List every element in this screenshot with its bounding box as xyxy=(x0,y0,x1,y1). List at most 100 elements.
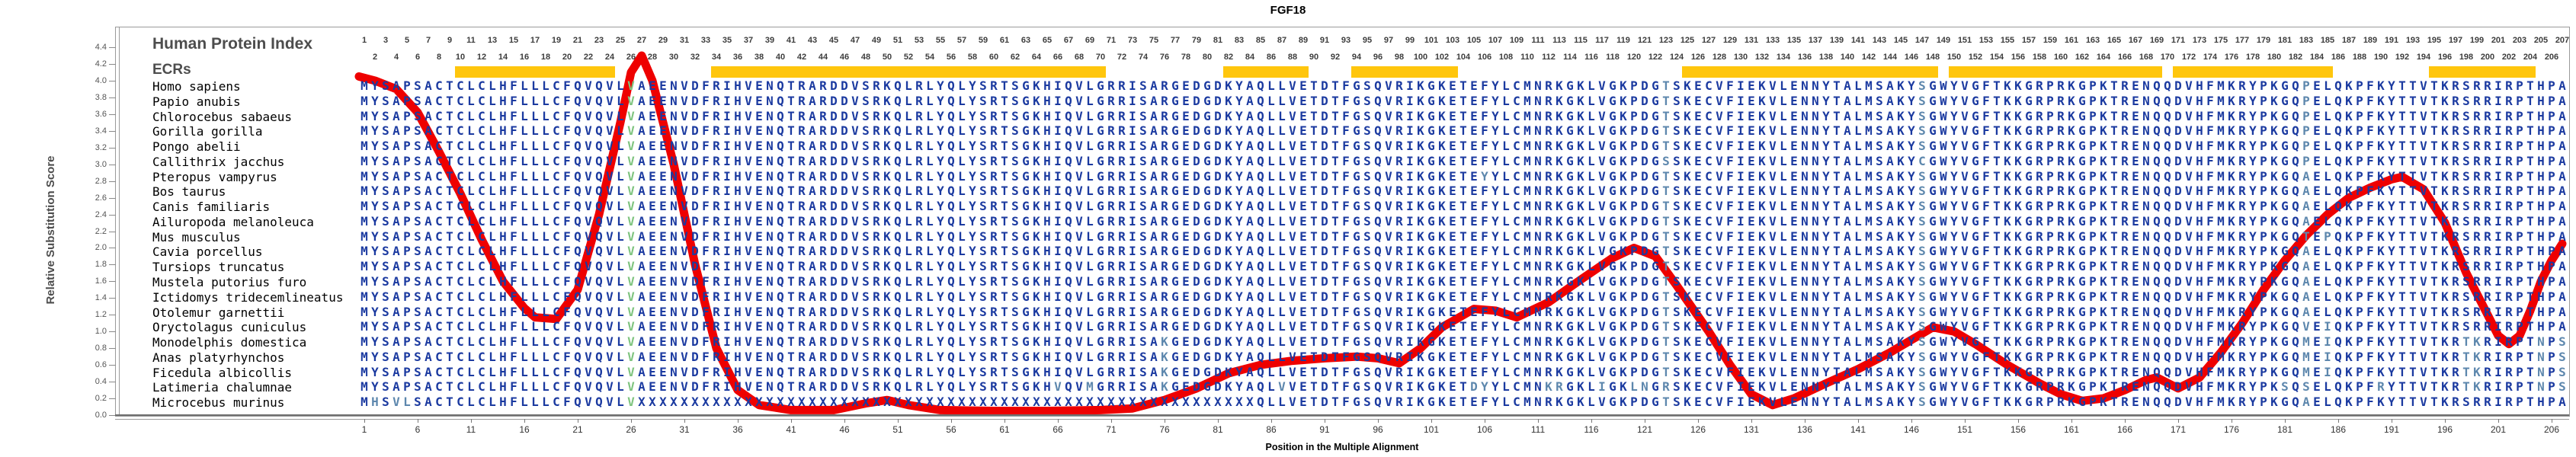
x-tick-label: 101 xyxy=(1423,424,1440,435)
position-number: 93 xyxy=(1341,36,1351,45)
position-number: 203 xyxy=(2512,36,2527,45)
y-tick-label: 3.6 xyxy=(95,109,107,119)
x-tick-mark xyxy=(1965,419,1966,423)
position-number: 25 xyxy=(615,36,626,45)
position-number: 206 xyxy=(2544,53,2559,62)
species-name: Ailuropoda melanoleuca xyxy=(152,214,314,229)
y-tick-label: 3.4 xyxy=(95,126,107,136)
position-number: 163 xyxy=(2085,36,2100,45)
x-tick-label: 151 xyxy=(1956,424,1973,435)
x-tick-label: 196 xyxy=(2437,424,2453,435)
x-tick-mark xyxy=(1698,419,1699,423)
x-tick-mark xyxy=(1004,419,1005,423)
y-tick-mark xyxy=(109,147,116,149)
position-number: 5 xyxy=(404,36,410,45)
position-number: 65 xyxy=(1042,36,1053,45)
position-number: 7 xyxy=(425,36,431,45)
x-tick-mark xyxy=(1218,419,1219,423)
ecr-bar xyxy=(1682,66,1938,78)
position-number: 109 xyxy=(1509,36,1524,45)
y-tick-label: 2.0 xyxy=(95,243,107,253)
species-name: Tursiops truncatus xyxy=(152,260,285,275)
species-name: Pteropus vampyrus xyxy=(152,169,277,184)
x-tick-label: 41 xyxy=(786,424,796,435)
y-tick-mark xyxy=(109,197,116,199)
x-tick-mark xyxy=(1751,419,1752,423)
position-number: 165 xyxy=(2107,36,2122,45)
position-number: 171 xyxy=(2171,36,2186,45)
position-number: 127 xyxy=(1701,36,1716,45)
position-number: 153 xyxy=(1978,36,1994,45)
plot-frame-inner-line xyxy=(119,27,120,415)
y-tick-label: 1.6 xyxy=(95,276,107,286)
human-protein-index-label: Human Protein Index xyxy=(152,35,313,53)
x-tick-label: 61 xyxy=(999,424,1010,435)
x-tick-label: 76 xyxy=(1159,424,1170,435)
x-tick-label: 206 xyxy=(2543,424,2560,435)
x-tick-label: 11 xyxy=(466,424,476,435)
y-tick-label: 0.6 xyxy=(95,360,107,370)
position-number: 147 xyxy=(1914,36,1930,45)
position-number: 27 xyxy=(636,36,647,45)
x-tick-mark xyxy=(738,419,739,423)
x-tick-label: 166 xyxy=(2116,424,2133,435)
position-number: 35 xyxy=(722,36,732,45)
x-tick-label: 26 xyxy=(626,424,636,435)
x-tick-label: 146 xyxy=(1903,424,1920,435)
species-name: Bos taurus xyxy=(152,184,226,200)
position-number: 107 xyxy=(1488,36,1503,45)
x-tick-label: 6 xyxy=(415,424,421,435)
x-tick-label: 126 xyxy=(1690,424,1706,435)
species-name: Ficedula albicollis xyxy=(152,365,293,380)
position-number: 197 xyxy=(2448,36,2463,45)
ecrs-label: ECRs xyxy=(152,62,191,78)
x-tick-label: 56 xyxy=(946,424,956,435)
x-tick-label: 111 xyxy=(1530,424,1546,435)
position-number: 63 xyxy=(1020,36,1031,45)
y-tick-label: 2.6 xyxy=(95,193,107,203)
position-number: 47 xyxy=(850,36,860,45)
y-tick-label: 0.0 xyxy=(95,411,107,420)
position-number: 77 xyxy=(1170,36,1181,45)
position-number: 187 xyxy=(2341,36,2357,45)
x-tick-label: 96 xyxy=(1373,424,1383,435)
position-number: 133 xyxy=(1765,36,1780,45)
x-tick-mark xyxy=(2178,419,2179,423)
position-number: 67 xyxy=(1063,36,1074,45)
position-number: 105 xyxy=(1466,36,1482,45)
x-tick-mark xyxy=(2125,419,2126,423)
y-tick-label: 2.8 xyxy=(95,176,107,186)
y-tick-mark xyxy=(109,181,116,182)
position-number: 205 xyxy=(2533,36,2549,45)
position-number: 129 xyxy=(1722,36,1738,45)
y-tick-mark xyxy=(109,365,116,366)
position-number: 155 xyxy=(2000,36,2015,45)
position-number: 85 xyxy=(1255,36,1266,45)
x-tick-mark xyxy=(951,419,952,423)
position-number: 59 xyxy=(978,36,988,45)
y-tick-mark xyxy=(109,264,116,266)
position-number: 191 xyxy=(2384,36,2399,45)
position-number: 37 xyxy=(743,36,754,45)
position-number: 177 xyxy=(2235,36,2250,45)
position-number: 23 xyxy=(594,36,604,45)
position-number: 39 xyxy=(764,36,775,45)
y-tick-label: 4.4 xyxy=(95,43,107,52)
position-number: 89 xyxy=(1298,36,1309,45)
species-name: Callithrix jacchus xyxy=(152,154,285,169)
position-number: 1 xyxy=(361,36,367,45)
y-tick-mark xyxy=(109,47,116,48)
x-tick-mark xyxy=(2498,419,2499,423)
x-tick-mark xyxy=(844,419,845,423)
position-number: 19 xyxy=(551,36,562,45)
x-tick-mark xyxy=(1911,419,1912,423)
